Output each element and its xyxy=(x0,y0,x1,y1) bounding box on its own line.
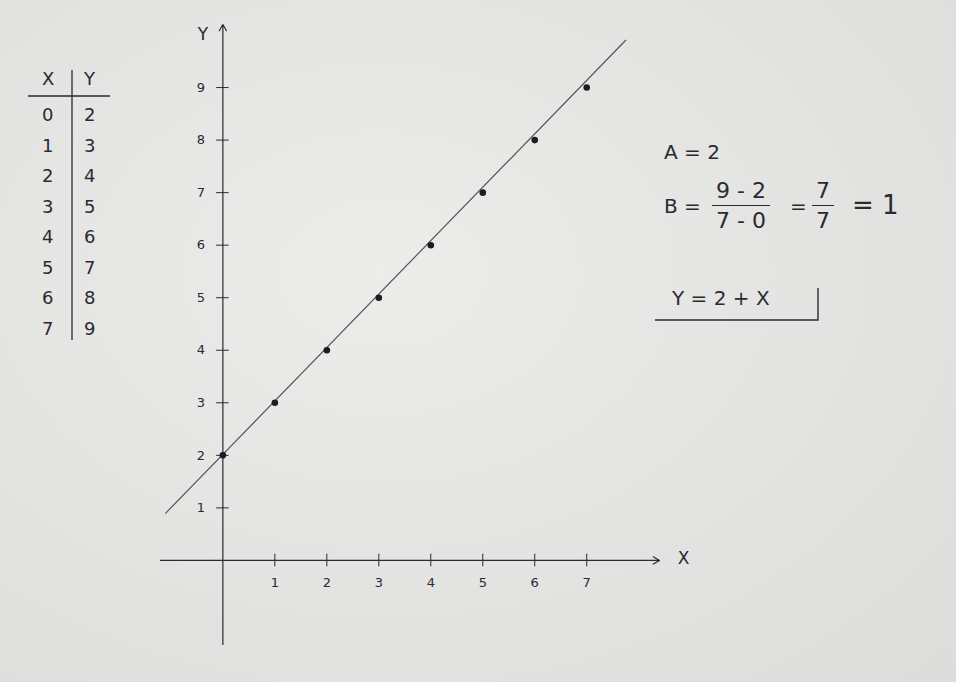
svg-text:1: 1 xyxy=(271,575,279,590)
svg-text:6: 6 xyxy=(531,575,539,590)
html-text:2: 2 xyxy=(84,104,96,125)
html-text:A = 2: A = 2 xyxy=(664,140,720,164)
html-text:X: X xyxy=(42,68,55,89)
svg-text:4: 4 xyxy=(197,342,205,357)
svg-text:2: 2 xyxy=(197,448,205,463)
svg-text:5: 5 xyxy=(197,290,205,305)
html-text:2: 2 xyxy=(42,165,54,186)
html-text:7: 7 xyxy=(816,178,830,203)
svg-text:7: 7 xyxy=(583,575,591,590)
svg-text:5: 5 xyxy=(479,575,487,590)
html-text:7: 7 xyxy=(42,317,54,339)
html-text:8: 8 xyxy=(84,287,96,308)
html-text:3: 3 xyxy=(42,195,54,217)
html-text:5: 5 xyxy=(84,195,96,217)
svg-text:8: 8 xyxy=(197,132,205,147)
html-text:6: 6 xyxy=(84,226,96,247)
html-text:7: 7 xyxy=(816,208,830,233)
svg-text:6: 6 xyxy=(197,237,205,252)
svg-text:3: 3 xyxy=(375,575,383,590)
html-text:= 1: = 1 xyxy=(852,190,899,220)
html-text:7: 7 xyxy=(84,256,96,278)
html-text:3: 3 xyxy=(84,134,96,156)
html-text:Y = 2 + X: Y = 2 + X xyxy=(672,286,770,310)
svg-text:X: X xyxy=(678,548,690,568)
html-text:Y: Y xyxy=(84,68,95,89)
html-text:4: 4 xyxy=(84,165,96,186)
html-text:5: 5 xyxy=(42,256,54,278)
svg-text:1: 1 xyxy=(197,500,205,515)
svg-text:Y: Y xyxy=(197,24,209,44)
svg-text:2: 2 xyxy=(323,575,331,590)
html-text:4: 4 xyxy=(42,226,54,247)
html-text:9: 9 xyxy=(84,317,96,339)
html-text:B =: B = xyxy=(664,194,701,218)
svg-text:9: 9 xyxy=(197,80,205,95)
svg-text:3: 3 xyxy=(197,395,205,410)
svg-text:7: 7 xyxy=(197,185,205,200)
html-text:9 - 2: 9 - 2 xyxy=(716,178,766,203)
svg-text:4: 4 xyxy=(427,575,435,590)
html-text:0: 0 xyxy=(42,104,54,125)
html-text:6: 6 xyxy=(42,287,54,308)
html-text:7 - 0: 7 - 0 xyxy=(716,208,766,233)
html-text:1: 1 xyxy=(42,134,54,156)
